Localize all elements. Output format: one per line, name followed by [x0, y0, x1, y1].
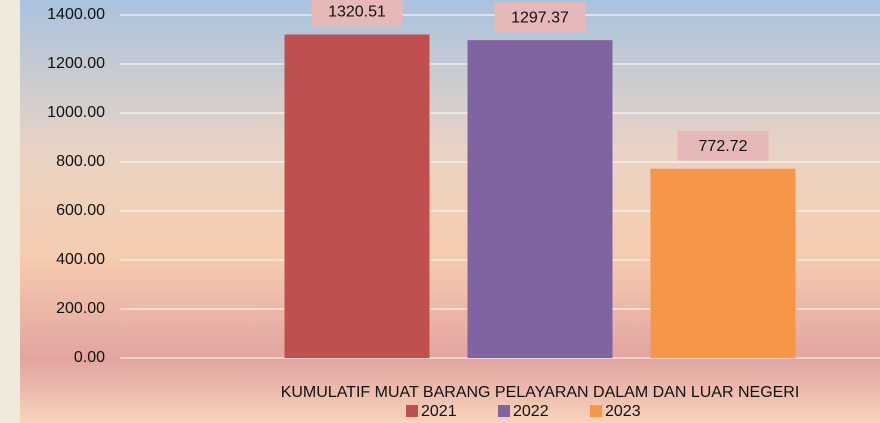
data-label-box [311, 0, 403, 27]
data-label-box [494, 2, 586, 33]
y-tick-label: 400.00 [56, 251, 105, 268]
bar [467, 40, 613, 358]
data-label: 1297.37 [511, 9, 569, 26]
data-label: 1320.51 [328, 4, 386, 21]
legend-label: 2021 [421, 403, 457, 420]
data-label-box [677, 130, 769, 161]
y-tick-label: 0.00 [74, 349, 105, 366]
y-tick-label: 1200.00 [47, 55, 105, 72]
x-tick-label: KUMULATIF MUAT BARANG PELAYARAN DALAM DA… [281, 384, 800, 401]
bar [650, 168, 796, 358]
y-tick-label: 1000.00 [47, 104, 105, 121]
y-tick-label: 600.00 [56, 202, 105, 219]
left-strip [0, 0, 20, 423]
legend-label: 2022 [513, 403, 549, 420]
legend-swatch [590, 405, 602, 417]
legend-swatch [498, 405, 510, 417]
y-tick-label: 200.00 [56, 300, 105, 317]
y-tick-label: 1400.00 [47, 6, 105, 23]
legend-swatch [406, 405, 418, 417]
y-tick-label: 800.00 [56, 153, 105, 170]
bar [284, 34, 430, 359]
data-label: 772.72 [699, 138, 748, 155]
legend-label: 2023 [605, 403, 641, 420]
